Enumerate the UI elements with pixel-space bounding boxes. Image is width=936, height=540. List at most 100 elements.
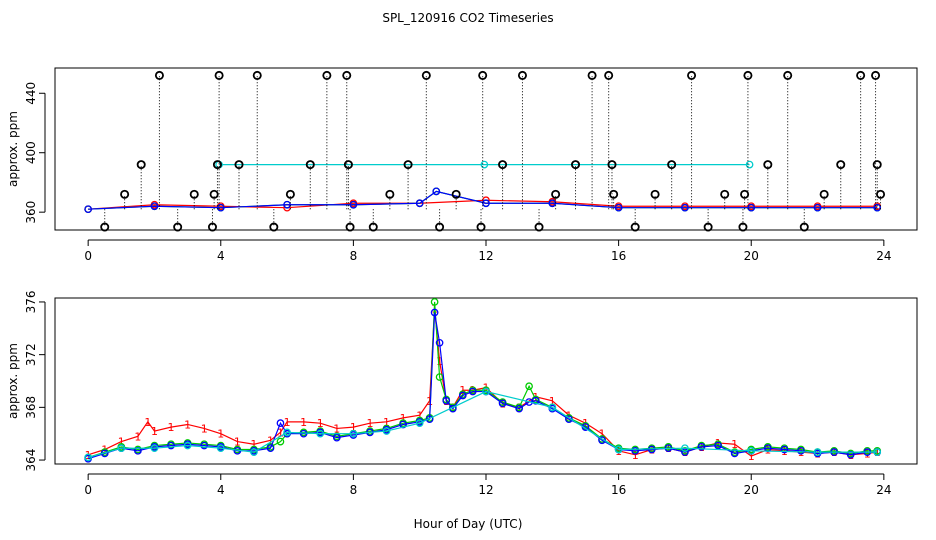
point-4 [316, 429, 325, 438]
point-label-1: 1 [267, 434, 274, 447]
point-label-1: 1 [366, 417, 373, 430]
series-2 [84, 298, 882, 462]
point-4 [813, 448, 822, 456]
point-label-1: 1 [317, 417, 324, 430]
point-label-1: 1 [184, 418, 191, 431]
point-outliers [234, 160, 244, 170]
top-panel-frame [54, 67, 918, 231]
point-outliers [498, 160, 508, 170]
point-4 [681, 444, 689, 453]
point-label-1: 1 [400, 412, 407, 425]
series-line-2 [87, 301, 878, 458]
point-outliers [368, 222, 378, 232]
point-outliers [154, 70, 164, 80]
point-3 [425, 415, 434, 424]
point-2 [435, 373, 444, 381]
x-tick-label: 4 [217, 249, 225, 263]
point-outliers [209, 189, 219, 199]
x-tick-label: 12 [478, 249, 493, 263]
point-outliers [345, 222, 355, 232]
point-label-1: 1 [748, 450, 755, 463]
point-label-1: 1 [549, 395, 556, 408]
point-outliers [783, 70, 793, 80]
point-3 [714, 441, 722, 450]
point-label-1: 1 [632, 449, 639, 462]
top-panel-y-axis-label: approx. ppm [6, 111, 20, 187]
point-4 [183, 441, 192, 450]
point-3 [200, 441, 209, 450]
y-tick-label: 376 [24, 290, 38, 313]
x-tick-label: 24 [876, 249, 891, 263]
series-outliers [100, 70, 886, 232]
point-4 [117, 444, 126, 453]
point-outliers [322, 70, 332, 80]
point-label-1: 1 [277, 426, 284, 439]
point-label-1: 1 [300, 416, 307, 429]
point-3 [873, 203, 882, 212]
point-outliers [435, 222, 445, 232]
x-tick-label: 4 [217, 483, 225, 497]
y-tick-label: 368 [24, 396, 38, 419]
bottom-panel: approx. ppm Hour of Day (UTC) 0 4 8 12 16 20 2… [6, 290, 918, 531]
point-label-1: 1 [234, 436, 241, 449]
point-3 [565, 415, 573, 424]
point-outliers [212, 160, 222, 170]
point-4 [382, 427, 391, 435]
point-4 [216, 444, 225, 453]
y-tick-label: 360 [24, 201, 38, 224]
point-outliers [763, 160, 773, 170]
point-label-1: 1 [599, 428, 606, 441]
figure-title: SPL_120916 CO2 Timeseries [382, 11, 553, 25]
point-4 [415, 419, 424, 428]
point-outliers [451, 189, 461, 199]
y-tick-label: 372 [24, 343, 38, 366]
point-outliers [214, 70, 224, 80]
point-outliers [189, 189, 199, 199]
point-outliers [534, 222, 544, 232]
point-label-1: 1 [134, 430, 141, 443]
series-line-4 [87, 390, 878, 458]
point-outliers [285, 189, 295, 199]
point-3 [276, 419, 285, 428]
point-outliers [799, 222, 809, 232]
point-outliers [136, 160, 146, 170]
point-2 [430, 298, 439, 306]
point-4 [614, 445, 623, 454]
series-line-3 [88, 190, 878, 210]
x-axis-label: Hour of Day (UTC) [414, 517, 523, 531]
point-3 [283, 200, 291, 209]
point-2 [525, 382, 533, 391]
x-tick-label: 20 [744, 483, 759, 497]
point-4 [84, 453, 93, 462]
point-outliers [571, 160, 581, 170]
point-3 [442, 396, 451, 405]
point-3 [482, 199, 490, 208]
point-outliers [667, 160, 677, 170]
point-3 [430, 308, 439, 317]
point-outliers [173, 222, 183, 232]
point-label-1: 1 [201, 422, 208, 435]
point-label-1: 1 [118, 436, 125, 449]
point-outliers [120, 189, 130, 199]
point-outliers [871, 70, 881, 80]
x-tick-label: 8 [350, 483, 358, 497]
point-3 [167, 441, 175, 450]
point-outliers [476, 222, 486, 232]
point-outliers [604, 70, 614, 80]
point-outliers [517, 70, 527, 80]
point-3 [458, 391, 467, 400]
point-outliers [305, 160, 315, 170]
point-outliers [403, 160, 413, 170]
point-3 [266, 444, 275, 453]
point-outliers [478, 70, 488, 80]
x-tick-label: 8 [350, 249, 358, 263]
point-4 [548, 403, 557, 412]
point-3 [84, 205, 93, 214]
point-outliers [587, 70, 597, 80]
point-outliers [738, 222, 748, 232]
bottom-panel-frame [54, 297, 918, 465]
point-outliers [551, 189, 561, 199]
point-3 [150, 202, 159, 211]
point-outliers [207, 222, 217, 232]
